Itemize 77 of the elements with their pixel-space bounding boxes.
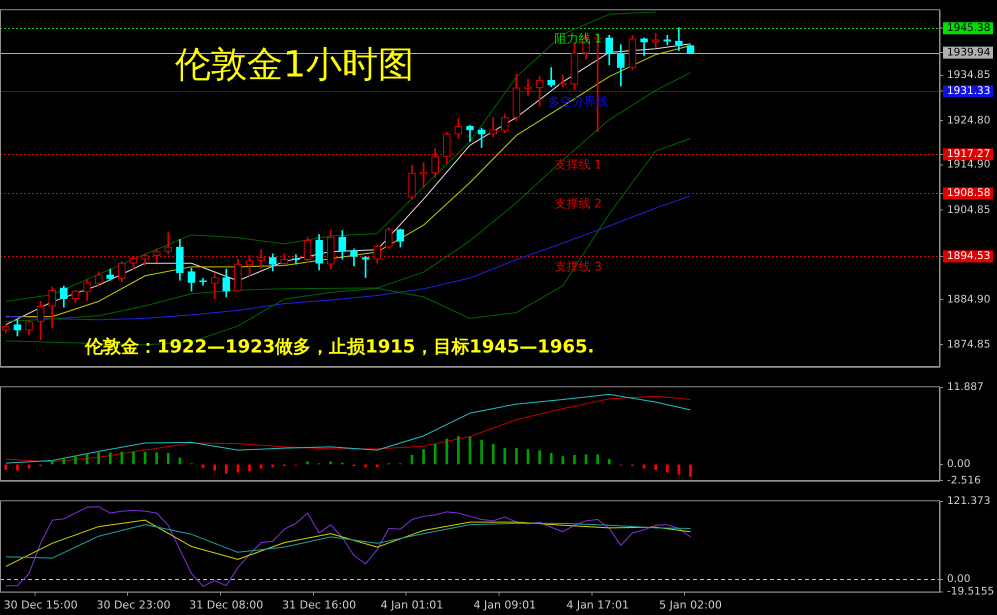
bar: [248, 464, 251, 472]
x-tick-label: 30 Dec 15:00: [4, 598, 78, 612]
bar: [422, 449, 425, 464]
x-tick-label: 5 Jan 02:00: [659, 598, 722, 612]
y-tick-label: 1945.38: [947, 22, 990, 34]
y-tick-label: 1924.80: [947, 114, 990, 126]
bar: [550, 453, 553, 464]
bar: [4, 464, 8, 470]
bar: [410, 454, 414, 464]
bar: [213, 464, 216, 471]
y-tick-label: 1914.90: [947, 158, 990, 171]
bar: [224, 464, 228, 474]
ref-line-label: 支撑线 3: [554, 259, 602, 274]
bar: [678, 464, 680, 474]
bar: [468, 436, 472, 464]
bar: [492, 444, 495, 464]
ref-line-label: 支撑线 2: [554, 196, 602, 210]
candlestick: [640, 38, 648, 56]
bar: [654, 464, 658, 470]
bar: [526, 449, 530, 464]
y-tick-label: 1939.94: [947, 46, 991, 58]
y-tick-label: 0.00: [947, 458, 970, 470]
bar: [155, 452, 158, 464]
bar: [480, 440, 483, 464]
bar: [97, 452, 100, 464]
y-tick-label: -2.516: [947, 474, 982, 486]
y-tick-label: -19.5155: [947, 586, 994, 598]
bar: [584, 454, 588, 464]
bar: [596, 454, 599, 464]
x-tick-label: 4 Jan 01:01: [380, 598, 444, 612]
bar: [306, 461, 309, 464]
bar: [689, 464, 692, 478]
x-tick-label: 4 Jan 17:01: [566, 598, 629, 612]
bar: [434, 444, 437, 464]
y-tick-label: 1931.33: [947, 84, 990, 97]
bar: [573, 454, 576, 464]
bar: [376, 464, 378, 468]
y-tick-label: 0.00: [947, 573, 970, 585]
x-tick-label: 4 Jan 09:01: [473, 598, 536, 612]
ref-line-label: 支撑线 1: [554, 157, 602, 172]
bar: [16, 464, 19, 471]
x-tick-label: 31 Dec 16:00: [282, 598, 356, 612]
bar: [202, 464, 204, 468]
bar: [260, 464, 262, 469]
bar: [236, 464, 240, 472]
bar: [74, 456, 77, 464]
bar: [86, 454, 88, 464]
bar: [515, 448, 518, 464]
bar: [503, 448, 506, 464]
bar: [178, 458, 182, 464]
y-tick-label: 1894.53: [947, 250, 990, 262]
x-tick-label: 31 Dec 08:00: [189, 598, 264, 612]
y-tick-label: 1904.85: [947, 204, 990, 216]
x-tick-label: 30 Dec 23:00: [96, 598, 170, 612]
y-tick-label: 1884.90: [947, 293, 990, 306]
y-tick-label: 1908.58: [947, 187, 990, 200]
bar: [28, 464, 30, 469]
bar: [62, 458, 66, 464]
bar: [642, 464, 646, 469]
y-tick-label: 1874.85: [947, 338, 990, 350]
bar: [457, 436, 460, 464]
annotation: 伦敦金：1922—1923做多，止损1915，目标1945—1965.: [84, 336, 594, 358]
y-tick-label: 11.887: [947, 381, 984, 394]
bar: [666, 464, 669, 472]
text: 伦敦金1小时图: [175, 44, 414, 86]
y-tick-label: 121.373: [947, 495, 990, 508]
bar: [132, 452, 135, 464]
bar: [445, 438, 448, 464]
bar: [120, 452, 124, 464]
y-tick-label: 1917.27: [947, 148, 990, 160]
bar: [166, 453, 170, 464]
bar: [364, 464, 367, 468]
bar: [108, 452, 112, 464]
bar: [271, 464, 274, 468]
bar: [538, 450, 541, 464]
y-tick-label: 1934.85: [947, 69, 990, 82]
bar: [144, 452, 146, 464]
